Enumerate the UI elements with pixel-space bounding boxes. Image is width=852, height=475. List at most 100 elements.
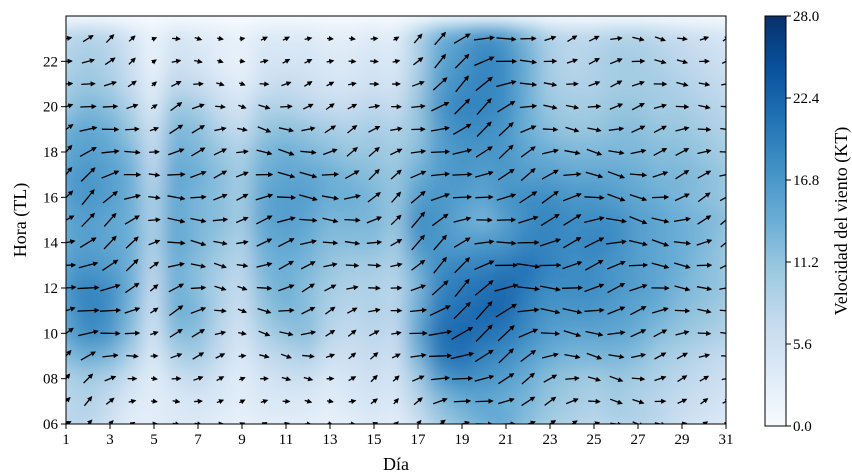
wind-vector (237, 308, 248, 314)
wind-vector (79, 125, 98, 132)
wind-vector (239, 399, 246, 405)
wind-vector (719, 264, 726, 270)
wind-vector (325, 353, 336, 359)
wind-vector (607, 330, 626, 336)
wind-vector (149, 284, 159, 292)
wind-vector (256, 285, 273, 291)
x-tick-label: 25 (587, 432, 602, 448)
wind-vector (519, 59, 538, 65)
wind-vector (453, 33, 471, 44)
y-tick-label: 16 (43, 190, 59, 206)
wind-vector (702, 421, 709, 424)
wind-vector (628, 239, 648, 247)
wind-vector (128, 57, 136, 65)
wind-vector (674, 308, 691, 314)
wind-vector (282, 58, 291, 64)
wind-vector (587, 103, 602, 110)
wind-vector (257, 308, 272, 314)
colorbar-tick-label: 5.6 (793, 337, 812, 353)
wind-vector (631, 376, 646, 382)
wind-vector (699, 375, 710, 382)
wind-vector (719, 196, 726, 202)
wind-vector (475, 398, 494, 404)
wind-vector (543, 374, 558, 383)
wind-vector (102, 103, 119, 110)
wind-vector (102, 191, 118, 204)
wind-vector (238, 330, 247, 336)
wind-vector (588, 80, 601, 87)
wind-vector (412, 375, 425, 382)
wind-vector (368, 146, 380, 157)
wind-vector (451, 375, 474, 382)
wind-vector (496, 240, 517, 246)
wind-vector (720, 219, 726, 226)
wind-vector (390, 214, 402, 226)
wind-vector (66, 215, 75, 221)
wind-vector (431, 101, 450, 112)
wind-vector (519, 191, 538, 204)
wind-vector (213, 193, 228, 201)
wind-vector (393, 421, 399, 424)
wind-vector (66, 124, 74, 131)
wind-vector (237, 285, 248, 291)
wind-vector (108, 419, 114, 424)
wind-vector (281, 376, 292, 382)
x-tick-label: 13 (323, 432, 338, 448)
wind-vector (632, 36, 645, 42)
wind-vector (409, 307, 428, 313)
wind-vector (302, 353, 315, 359)
heatmap-cell (252, 411, 276, 424)
wind-vector (256, 238, 273, 247)
wind-vector (428, 353, 453, 359)
wind-vector (236, 262, 249, 269)
wind-vector (676, 352, 688, 360)
wind-vector (278, 307, 295, 314)
wind-vector (410, 284, 427, 292)
wind-vector (675, 169, 690, 180)
wind-vector (172, 36, 181, 42)
wind-vector (80, 103, 97, 110)
wind-vector (300, 149, 317, 155)
wind-vector (214, 285, 227, 291)
wind-vector (393, 36, 400, 42)
wind-vector (391, 330, 402, 336)
wind-vector (498, 397, 515, 405)
heatmap-cell (296, 411, 320, 424)
wind-vector (217, 58, 224, 64)
wind-vector (540, 307, 561, 315)
wind-vector (150, 307, 159, 314)
wind-vector (80, 167, 96, 182)
wind-vector (428, 329, 453, 336)
wind-vector (588, 57, 600, 65)
wind-vector (148, 172, 161, 178)
heatmap-cell (692, 411, 716, 424)
wind-vector (452, 194, 473, 200)
wind-vector (66, 190, 74, 199)
wind-vector (172, 421, 181, 424)
wind-vector (79, 237, 97, 248)
wind-vector (347, 125, 358, 134)
wind-vector (392, 58, 401, 65)
wind-vector (323, 262, 338, 268)
wind-vector (216, 376, 225, 382)
wind-vector (629, 194, 648, 202)
wind-vector (255, 193, 274, 201)
wind-vector (563, 171, 582, 177)
wind-vector (304, 398, 313, 404)
x-axis-title: Día (383, 454, 409, 474)
wind-vector (321, 195, 340, 201)
wind-vector (300, 330, 317, 336)
wind-vector (608, 354, 625, 360)
heatmap-cell (714, 343, 726, 369)
heatmap-cell (494, 411, 518, 424)
wind-vector (607, 306, 626, 315)
wind-vector (497, 100, 516, 113)
heatmap-cell (626, 411, 650, 424)
wind-vector (697, 192, 711, 203)
wind-vector (498, 348, 514, 364)
wind-vector (609, 398, 623, 405)
wind-vector (103, 235, 117, 250)
wind-vector (544, 396, 557, 406)
wind-vector (193, 375, 204, 381)
colorbar-ticks: 0.0 5.6 11.2 16.8 22.4 28.0 (786, 9, 820, 435)
